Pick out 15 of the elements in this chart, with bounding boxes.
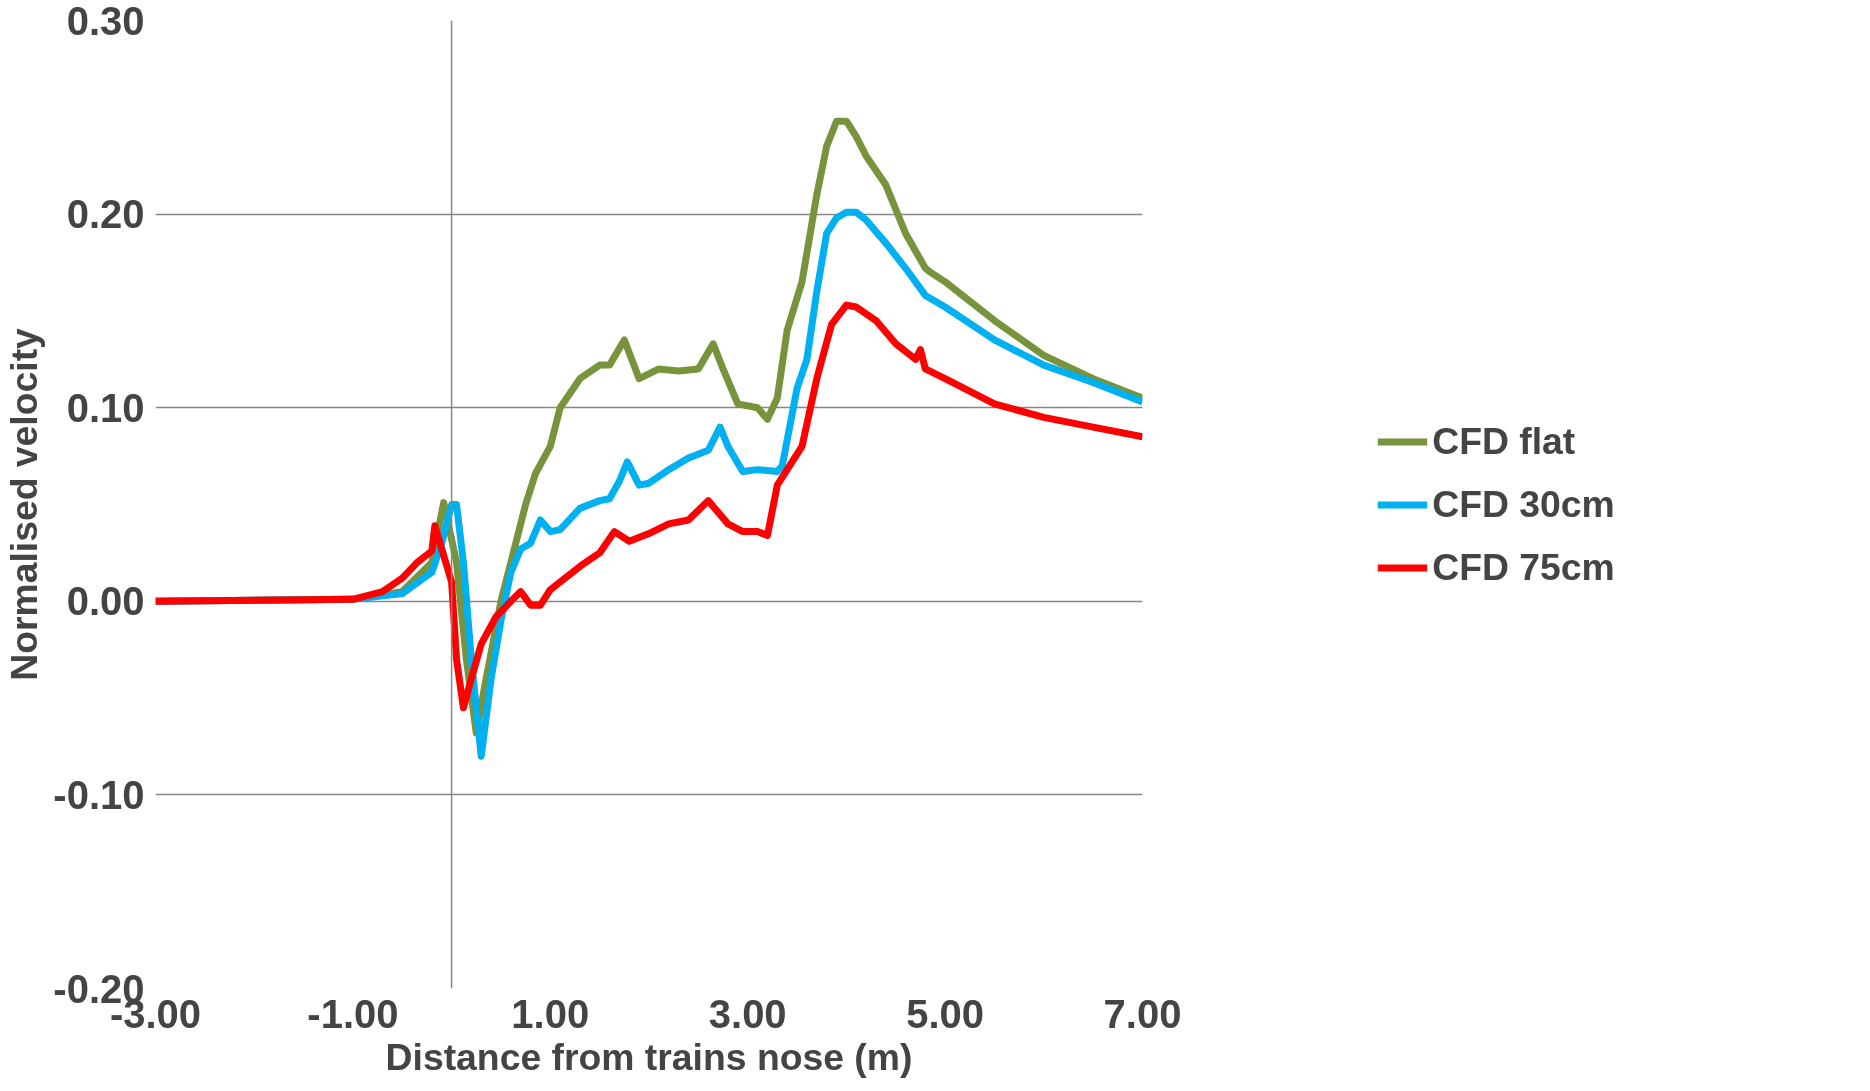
legend-label: CFD 75cm (1432, 545, 1615, 589)
legend-label: CFD 30cm (1432, 482, 1615, 526)
y-tick-label: -0.10 (53, 772, 145, 817)
y-axis-title: Normalised velocity (3, 327, 46, 681)
x-tick-label: -1.00 (307, 991, 399, 1036)
legend-label: CFD flat (1432, 419, 1576, 463)
x-tick-label: 5.00 (906, 991, 985, 1036)
y-tick-label: 0.20 (66, 192, 145, 237)
x-tick-label: 7.00 (1103, 991, 1182, 1036)
y-tick-label: 0.00 (66, 579, 145, 624)
x-tick-label: 3.00 (708, 991, 787, 1036)
y-tick-label: 0.30 (66, 0, 145, 43)
x-tick-label: 1.00 (511, 991, 590, 1036)
y-tick-label: 0.10 (66, 385, 145, 430)
x-axis-title: Distance from trains nose (m) (385, 1035, 913, 1078)
